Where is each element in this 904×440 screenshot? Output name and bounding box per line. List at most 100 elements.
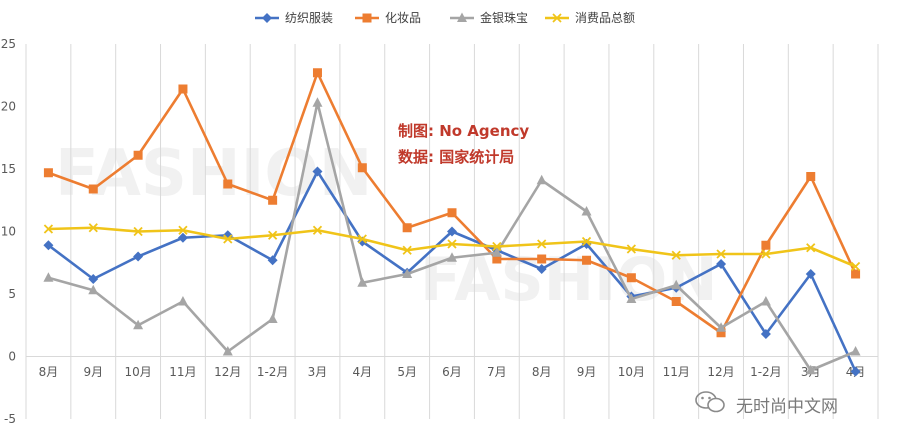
x-axis: 8月 9月 10月 11月 12月 1-2月 3月 4月 5月 6月 7月 8月 9月 10月 11月 12月… <box>39 365 866 379</box>
data-point <box>457 12 467 22</box>
data-point <box>447 239 457 249</box>
data-point <box>806 243 816 253</box>
data-point <box>805 364 816 375</box>
data-point <box>447 226 457 237</box>
data-point <box>537 254 547 264</box>
y-tick-label: 5 <box>8 287 16 301</box>
data-point <box>133 226 143 237</box>
data-point <box>850 261 861 272</box>
data-point <box>43 272 54 282</box>
data-point <box>88 274 99 284</box>
x-tick-label: 1-2月 <box>257 365 289 379</box>
data-point <box>267 313 278 323</box>
data-point <box>761 240 771 250</box>
data-point <box>267 255 278 266</box>
data-point <box>671 250 681 260</box>
x-tick-label: 9月 <box>577 365 597 379</box>
data-point <box>178 84 188 94</box>
x-tick-label: 7月 <box>487 365 507 379</box>
bg-watermark-fashion: FASHION <box>55 137 372 211</box>
data-point <box>88 184 98 194</box>
annotation-source: 数据: 国家统计局 <box>398 148 514 166</box>
data-point <box>447 208 457 218</box>
data-point <box>222 346 233 356</box>
data-point <box>582 255 592 265</box>
data-point <box>262 13 272 23</box>
background-watermark: FASHION FASHION <box>55 137 718 315</box>
data-point <box>223 234 233 244</box>
data-point <box>362 13 372 23</box>
data-point <box>581 206 592 216</box>
data-point <box>43 168 53 178</box>
data-point <box>806 172 816 181</box>
data-point <box>716 322 727 332</box>
data-point <box>43 240 54 251</box>
series-triangle <box>43 97 861 375</box>
data-point <box>626 244 637 254</box>
data-point <box>716 259 727 269</box>
data-point <box>626 293 637 303</box>
legend-label: 消费品总额 <box>575 11 635 25</box>
x-tick-label: 10月 <box>124 365 151 379</box>
data-point <box>133 319 144 330</box>
x-tick-label: 5月 <box>397 365 417 379</box>
data-point <box>671 297 681 306</box>
x-tick-label: 9月 <box>83 365 103 379</box>
x-tick-label: 8月 <box>39 365 59 379</box>
data-point <box>268 195 278 205</box>
data-point <box>267 230 278 240</box>
watermark: 无时尚中文网 <box>695 391 838 417</box>
data-point <box>491 247 502 257</box>
data-point <box>402 223 412 233</box>
data-point <box>312 225 323 235</box>
x-tick-label: 12月 <box>707 365 734 379</box>
data-point <box>581 236 592 247</box>
data-point <box>178 225 188 235</box>
y-axis: -5 0 5 10 15 20 25 <box>1 37 16 426</box>
data-point <box>43 224 54 234</box>
series-layer <box>43 68 861 377</box>
legend-label: 纺织服装 <box>285 11 333 25</box>
x-tick-label: 1-2月 <box>750 365 782 379</box>
data-point <box>851 269 861 279</box>
data-point <box>760 329 771 339</box>
grid <box>25 44 879 419</box>
legend-label: 化妆品 <box>385 11 421 25</box>
data-point <box>88 284 99 295</box>
x-tick-label: 8月 <box>532 365 552 379</box>
data-point <box>626 273 636 283</box>
data-point <box>716 249 726 259</box>
data-point <box>805 269 816 279</box>
data-point <box>671 279 682 290</box>
data-point <box>760 296 771 306</box>
data-point <box>536 174 547 185</box>
x-tick-label: 4月 <box>352 365 372 379</box>
x-tick-label: 3月 <box>308 365 328 379</box>
data-point <box>312 166 323 177</box>
y-tick-label: 25 <box>1 37 16 51</box>
data-point <box>223 179 233 189</box>
data-point <box>716 328 726 338</box>
data-point <box>492 241 502 252</box>
y-tick-label: 0 <box>8 350 16 364</box>
data-point <box>552 13 562 23</box>
legend-item: 纺织服装 <box>255 11 333 25</box>
data-point <box>177 296 188 306</box>
data-point <box>133 251 144 262</box>
data-point <box>402 245 412 255</box>
legend-item: 化妆品 <box>355 11 421 25</box>
data-point <box>357 163 367 173</box>
data-point <box>133 150 143 160</box>
x-tick-label: 10月 <box>618 365 645 379</box>
annotation-made-by: 制图: No Agency <box>398 122 529 140</box>
data-point <box>357 277 368 287</box>
data-point <box>536 264 547 274</box>
x-tick-label: 12月 <box>214 365 241 379</box>
y-tick-label: 15 <box>1 162 16 176</box>
legend: 纺织服装 化妆品 金银珠宝 消费品总额 <box>255 10 635 25</box>
series-square <box>43 68 861 338</box>
data-point <box>850 366 861 377</box>
x-tick-label: 11月 <box>663 365 690 379</box>
y-tick-label: -5 <box>4 412 16 426</box>
